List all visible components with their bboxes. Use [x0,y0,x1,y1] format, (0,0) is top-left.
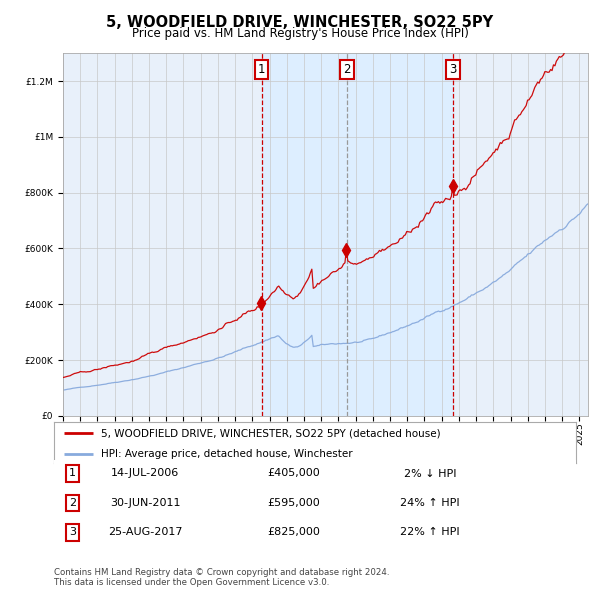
Text: 5, WOODFIELD DRIVE, WINCHESTER, SO22 5PY: 5, WOODFIELD DRIVE, WINCHESTER, SO22 5PY [106,15,494,30]
Text: 2: 2 [343,63,351,76]
Text: 25-AUG-2017: 25-AUG-2017 [108,527,182,537]
Bar [262,53,453,416]
Text: 1: 1 [258,63,265,76]
Text: £405,000: £405,000 [268,468,320,478]
Text: 3: 3 [449,63,457,76]
Text: 14-JUL-2006: 14-JUL-2006 [111,468,179,478]
Text: Price paid vs. HM Land Registry's House Price Index (HPI): Price paid vs. HM Land Registry's House … [131,27,469,40]
Text: 22% ↑ HPI: 22% ↑ HPI [400,527,460,537]
Text: 2: 2 [69,498,76,508]
Text: Contains HM Land Registry data © Crown copyright and database right 2024.
This d: Contains HM Land Registry data © Crown c… [54,568,389,587]
Text: £825,000: £825,000 [268,527,320,537]
Text: 1: 1 [69,468,76,478]
Text: 2% ↓ HPI: 2% ↓ HPI [404,468,456,478]
Text: £595,000: £595,000 [268,498,320,508]
Text: 30-JUN-2011: 30-JUN-2011 [110,498,181,508]
Text: 24% ↑ HPI: 24% ↑ HPI [400,498,460,508]
Text: HPI: Average price, detached house, Winchester: HPI: Average price, detached house, Winc… [101,449,353,459]
Text: 5, WOODFIELD DRIVE, WINCHESTER, SO22 5PY (detached house): 5, WOODFIELD DRIVE, WINCHESTER, SO22 5PY… [101,428,440,438]
Text: 3: 3 [69,527,76,537]
